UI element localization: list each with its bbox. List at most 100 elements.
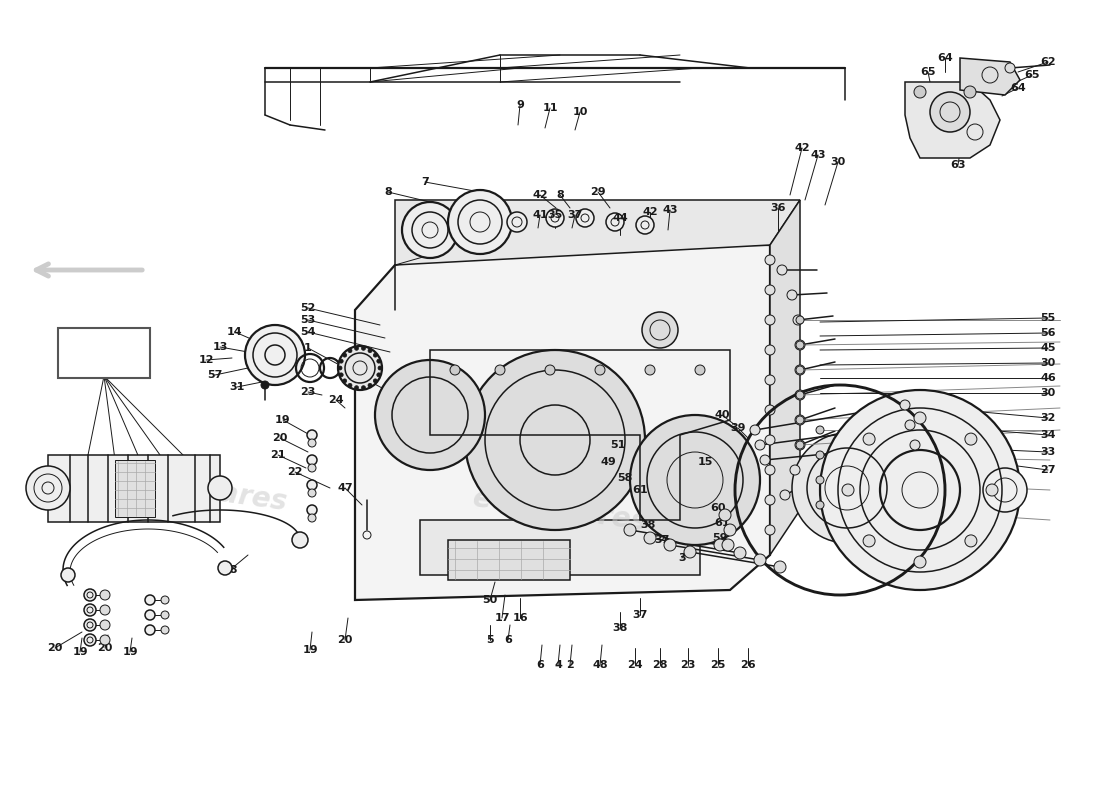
Text: 34: 34 [1041,430,1056,440]
Circle shape [864,433,876,445]
Text: 2: 2 [566,660,574,670]
Circle shape [245,325,305,385]
Text: 59: 59 [713,533,728,543]
Circle shape [1005,63,1015,73]
Polygon shape [395,200,800,265]
Text: 44: 44 [612,213,628,223]
Polygon shape [116,460,155,517]
Circle shape [644,532,656,544]
Circle shape [339,359,343,363]
Circle shape [796,391,804,399]
Circle shape [339,373,343,377]
Circle shape [724,524,736,536]
Text: 60: 60 [711,503,726,513]
Circle shape [695,365,705,375]
Circle shape [402,202,458,258]
Text: 30: 30 [1041,358,1056,368]
Text: 8: 8 [384,187,392,197]
Text: 57: 57 [207,370,222,380]
Circle shape [495,365,505,375]
Circle shape [100,590,110,600]
Text: 27: 27 [1041,465,1056,475]
Circle shape [764,375,776,385]
Text: 26: 26 [740,660,756,670]
Circle shape [750,425,760,435]
Circle shape [307,505,317,515]
Circle shape [208,476,232,500]
Text: 37: 37 [654,535,670,545]
Text: 43: 43 [811,150,826,160]
Circle shape [965,535,977,547]
Circle shape [719,509,732,521]
Circle shape [905,420,915,430]
Circle shape [84,634,96,646]
Circle shape [796,341,804,349]
Circle shape [983,468,1027,512]
Text: 55: 55 [1041,313,1056,323]
Polygon shape [770,200,800,555]
Text: 64: 64 [1010,83,1026,93]
Circle shape [84,604,96,616]
Text: 64: 64 [937,53,953,63]
Circle shape [145,610,155,620]
Text: 35: 35 [548,210,562,220]
Text: 24: 24 [328,395,344,405]
Text: 42: 42 [532,190,548,200]
Text: 28: 28 [652,660,668,670]
Text: 36: 36 [770,203,785,213]
Text: 29: 29 [591,187,606,197]
Circle shape [630,415,760,545]
Circle shape [795,440,805,450]
Circle shape [986,484,998,496]
Text: 21: 21 [271,450,286,460]
Polygon shape [48,455,220,522]
Circle shape [307,480,317,490]
Circle shape [373,353,377,357]
Circle shape [764,315,776,325]
Circle shape [507,212,527,232]
Text: 14: 14 [228,327,243,337]
Circle shape [645,365,654,375]
Circle shape [684,546,696,558]
Text: 22: 22 [287,467,303,477]
Circle shape [914,412,926,424]
Text: 11: 11 [542,103,558,113]
Text: 45: 45 [1041,343,1056,353]
Text: 23: 23 [680,660,695,670]
Text: 17: 17 [494,613,509,623]
Polygon shape [448,540,570,580]
Text: eurospares: eurospares [111,464,289,516]
Text: 61: 61 [632,485,648,495]
Circle shape [362,386,365,390]
Text: 46: 46 [1041,373,1056,383]
Text: 47: 47 [338,483,353,493]
Circle shape [764,345,776,355]
Circle shape [764,405,776,415]
Text: 1: 1 [304,343,312,353]
Circle shape [795,390,805,400]
Text: 65: 65 [921,67,936,77]
Circle shape [218,561,232,575]
Circle shape [764,255,776,265]
Circle shape [377,359,381,363]
Circle shape [764,285,776,295]
Circle shape [368,349,372,353]
Text: 9: 9 [516,100,524,110]
Circle shape [636,216,654,234]
Text: 38: 38 [640,520,656,530]
Circle shape [820,390,1020,590]
Circle shape [795,415,805,425]
Text: 52: 52 [300,303,316,313]
Circle shape [84,619,96,631]
Circle shape [606,213,624,231]
Circle shape [642,312,678,348]
Circle shape [786,290,798,300]
Circle shape [343,353,346,357]
Circle shape [308,439,316,447]
Text: 7: 7 [421,177,429,187]
Text: 43: 43 [662,205,678,215]
Text: 65: 65 [1024,70,1040,80]
Circle shape [624,524,636,536]
Text: 42: 42 [794,143,810,153]
Circle shape [864,535,876,547]
